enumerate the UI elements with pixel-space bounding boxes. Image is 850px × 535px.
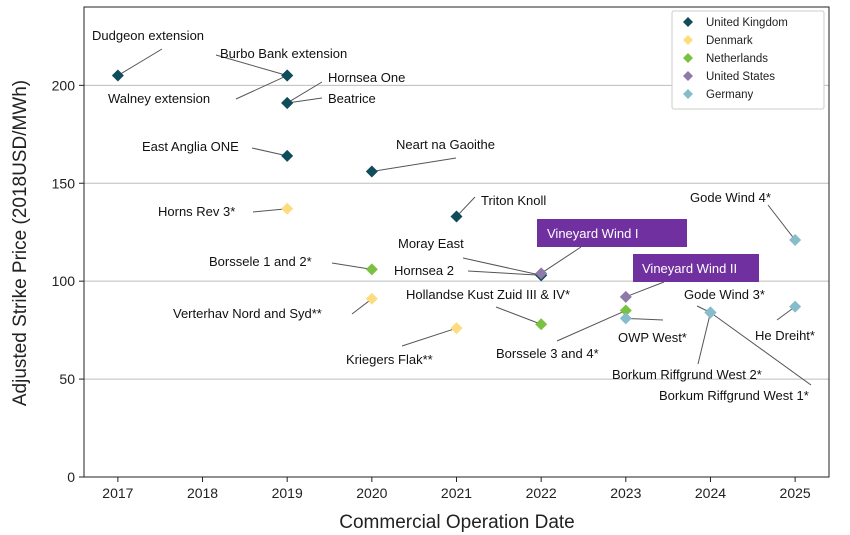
annotation-labels: Dudgeon extension Burbo Bank extension Wal… <box>92 28 815 403</box>
marker-he-dreiht <box>789 300 802 313</box>
marker-triton-knoll <box>450 210 463 223</box>
marker-vineyard-wind-ii <box>619 290 632 303</box>
point-label-borssele-3-and-4: Borssele 3 and 4* <box>496 346 599 361</box>
connector-beatrice <box>287 97 323 104</box>
marker-neart-na-gaoithe <box>365 165 378 178</box>
legend-marker-united-states <box>683 71 693 81</box>
highlight-box-vineyard-wind-ii <box>633 254 759 282</box>
legend-label-netherlands: Netherlands <box>706 53 768 65</box>
point-label-walney-extension: Walney extension <box>108 91 210 106</box>
marker-east-anglia-one <box>281 149 294 162</box>
connector-hornsea-2 <box>467 270 542 276</box>
point-label-moray-east: Moray East <box>398 236 464 251</box>
point-label-gode-wind-4: Gode Wind 4* <box>690 190 771 205</box>
legend-marker-germany <box>683 89 693 99</box>
marker-horns-rev-3 <box>281 202 294 215</box>
marker-beatrice <box>281 96 294 109</box>
connector-east-anglia-one <box>251 147 288 157</box>
marker-kriegers-flak <box>450 322 463 335</box>
x-tick-label: 2022 <box>526 485 557 501</box>
legend: United Kingdom Denmark Netherlands United S… <box>671 10 825 110</box>
point-label-borssele-1-and-2: Borssele 1 and 2* <box>209 254 312 269</box>
connector-vineyard-wind-ii <box>625 281 665 298</box>
marker-vineyard-wind-i <box>535 267 548 280</box>
annotation-connectors <box>117 48 812 386</box>
x-tick-label: 2019 <box>272 485 303 501</box>
marker-walney-extension <box>281 69 294 82</box>
x-tick-label: 2020 <box>356 485 387 501</box>
connector-borkum-riffgrund-west-2 <box>697 312 711 365</box>
legend-marker-denmark <box>683 35 693 45</box>
point-label-burbo-bank-extension: Burbo Bank extension <box>220 46 347 61</box>
y-tick-label: 50 <box>59 371 75 387</box>
marker-owp-west <box>619 312 632 325</box>
y-tick-label: 0 <box>67 469 75 485</box>
legend-label-germany: Germany <box>706 89 754 101</box>
marker-borkum-riffgrund-west-1 <box>704 306 717 319</box>
x-tick-label: 2018 <box>187 485 218 501</box>
marker-dudgeon-extension <box>111 69 124 82</box>
connector-borssele-3-and-4 <box>556 310 627 342</box>
x-tick-label: 2017 <box>102 485 133 501</box>
point-label-kriegers-flak: Kriegers Flak** <box>346 352 433 367</box>
marker-gode-wind-4 <box>789 234 802 247</box>
connector-gode-wind-4 <box>767 204 796 241</box>
connector-neart-na-gaoithe <box>371 157 457 172</box>
point-label-hornsea-2: Hornsea 2 <box>394 263 454 278</box>
marker-borssele-3-and-4 <box>619 304 632 317</box>
connector-horns-rev-3 <box>252 208 288 213</box>
legend-box <box>671 10 825 110</box>
marker-hollandse-kust-zuid-iii-iv <box>535 318 548 331</box>
point-label-he-dreiht: He Dreiht* <box>755 328 815 343</box>
connector-kriegers-flak <box>401 327 457 347</box>
connector-hollandse-kust-zuid-iii-iv <box>495 306 542 325</box>
x-axis-title: Commercial Operation Date <box>339 512 574 533</box>
point-label-verterhav-nord-and-syd: Verterhav Nord and Syd** <box>173 306 322 321</box>
axes: 2017 2018 2019 2020 2021 2022 2023 2024 2025 0 50 1… <box>52 6 830 501</box>
legend-marker-united-kingdom <box>683 17 693 27</box>
legend-label-united-states: United States <box>706 71 775 83</box>
point-label-horns-rev-3: Horns Rev 3* <box>158 204 235 219</box>
x-tick-label: 2021 <box>441 485 472 501</box>
marker-verterhav-nord-and-syd <box>365 292 378 305</box>
gridlines <box>84 84 829 380</box>
connector-burbo-bank-extension <box>215 54 288 77</box>
point-label-triton-knoll: Triton Knoll <box>481 193 546 208</box>
point-label-hollandse-kust-zuid-iii-iv: Hollandse Kust Zuid III & IV* <box>406 287 570 302</box>
point-label-east-anglia-one: East Anglia ONE <box>142 139 239 154</box>
point-label-borkum-riffgrund-west-1: Borkum Riffgrund West 1* <box>659 388 809 403</box>
x-tick-label: 2023 <box>610 485 641 501</box>
data-markers <box>111 69 802 335</box>
point-label-hornsea-one: Hornsea One <box>328 70 405 85</box>
connector-hornsea-one <box>286 81 323 104</box>
y-axis-title: Adjusted Strike Price (2018USD/MWh) <box>10 80 31 406</box>
point-label-neart-na-gaoithe: Neart na Gaoithe <box>396 137 495 152</box>
legend-label-denmark: Denmark <box>706 35 753 47</box>
point-label-dudgeon-extension: Dudgeon extension <box>92 28 204 43</box>
point-label-vineyard-wind-ii: Vineyard Wind II <box>642 261 737 276</box>
connector-borssele-1-and-2 <box>331 262 372 270</box>
point-label-vineyard-wind-i: Vineyard Wind I <box>547 226 639 241</box>
point-label-gode-wind-3: Gode Wind 3* <box>684 287 765 302</box>
highlight-box-vineyard-wind-i <box>537 219 687 247</box>
marker-borssele-1-and-2 <box>365 263 378 276</box>
x-tick-label: 2025 <box>780 485 811 501</box>
legend-label-united-kingdom: United Kingdom <box>706 17 788 29</box>
connector-vineyard-wind-i <box>540 246 582 274</box>
connector-walney-extension <box>235 75 288 100</box>
connector-moray-east <box>462 257 542 276</box>
y-tick-label: 150 <box>52 175 76 191</box>
y-tick-label: 200 <box>52 77 76 93</box>
connector-owp-west <box>625 317 664 321</box>
y-tick-label: 100 <box>52 273 76 289</box>
connector-triton-knoll <box>456 196 476 217</box>
point-label-owp-west: OWP West* <box>618 330 687 345</box>
legend-marker-netherlands <box>683 53 693 63</box>
connector-dudgeon-extension <box>117 48 163 76</box>
connector-borkum-riffgrund-west-1 <box>710 312 812 386</box>
point-label-borkum-riffgrund-west-2: Borkum Riffgrund West 2* <box>612 367 762 382</box>
point-label-beatrice: Beatrice <box>328 91 376 106</box>
x-tick-label: 2024 <box>695 485 726 501</box>
